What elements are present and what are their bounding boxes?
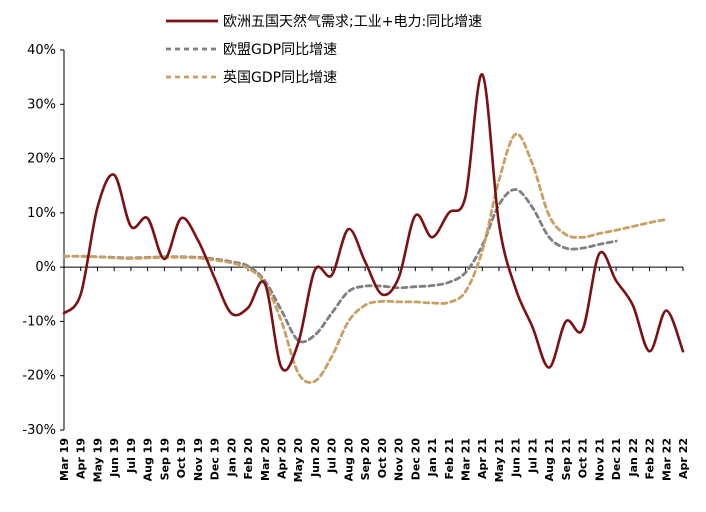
x-tick-label: Feb 20 [242, 438, 255, 480]
y-tick-label: 20% [27, 152, 56, 167]
x-tick-label: Jan 21 [426, 438, 439, 477]
x-tick-label: Apr 22 [677, 438, 690, 479]
series-line-uk-gdp [62, 132, 668, 384]
y-tick-label: 30% [27, 97, 56, 112]
legend-item-uk-gdp-label: 英国GDP同比增速 [223, 69, 337, 86]
series-line-eu-gdp [62, 188, 618, 344]
legend-item-eu-gdp-label: 欧盟GDP同比增速 [223, 42, 337, 58]
x-tick-label: May 20 [292, 438, 305, 483]
x-tick-label: Apr 19 [75, 438, 88, 479]
y-tick-label: -10% [22, 314, 56, 329]
y-tick-label: 40% [27, 43, 56, 58]
x-tick-label: Jul 21 [526, 438, 539, 474]
x-tick-label: Nov 20 [393, 438, 406, 481]
x-tick-label: Apr 20 [275, 438, 288, 479]
x-tick-label: Sep 20 [359, 438, 372, 481]
x-tick-label: Dec 20 [409, 438, 422, 481]
x-tick-label: Jul 19 [125, 438, 138, 474]
x-tick-label: May 21 [493, 438, 506, 482]
x-tick-label: Oct 21 [577, 438, 590, 478]
x-tick-label: Jun 20 [309, 438, 322, 478]
x-tick-label: Oct 20 [376, 438, 389, 479]
x-tick-label: Jun 21 [510, 438, 523, 478]
x-tick-label: Nov 19 [192, 438, 205, 481]
y-tick-label: -30% [22, 423, 56, 438]
y-tick-label: -20% [22, 369, 56, 384]
x-tick-label: Jul 20 [326, 438, 339, 474]
x-tick-label: Apr 21 [476, 438, 489, 479]
x-tick-label: Aug 21 [543, 438, 556, 481]
x-tick-label: Oct 19 [175, 438, 188, 478]
x-tick-label: Nov 21 [593, 438, 606, 481]
x-tick-label: Mar 22 [660, 438, 673, 481]
y-tick-label: 0% [35, 260, 56, 275]
x-tick-label: Mar 21 [460, 438, 473, 481]
x-tick-label: Feb 21 [443, 438, 456, 480]
x-tick-label: Feb 22 [644, 438, 657, 480]
x-tick-label: Mar 20 [259, 438, 272, 481]
x-tick-label: Sep 19 [158, 438, 171, 480]
x-tick-label: Jan 22 [627, 438, 640, 477]
x-tick-label: Mar 19 [58, 438, 71, 481]
x-tick-label: Dec 19 [209, 438, 222, 480]
x-tick-label: Jun 19 [108, 438, 121, 478]
x-tick-label: Dec 21 [610, 438, 623, 480]
legend-item-gas-demand-label: 欧洲五国天然气需求;工业+电力:同比增速 [223, 13, 482, 30]
x-tick-label: May 19 [91, 438, 104, 482]
x-tick-label: Aug 19 [142, 438, 155, 481]
x-tick-label: Jan 20 [225, 438, 238, 478]
y-tick-label: 10% [27, 206, 56, 221]
x-tick-label: Sep 21 [560, 438, 573, 480]
x-tick-label: Aug 20 [342, 438, 355, 482]
series-line-gas-demand [62, 73, 685, 372]
